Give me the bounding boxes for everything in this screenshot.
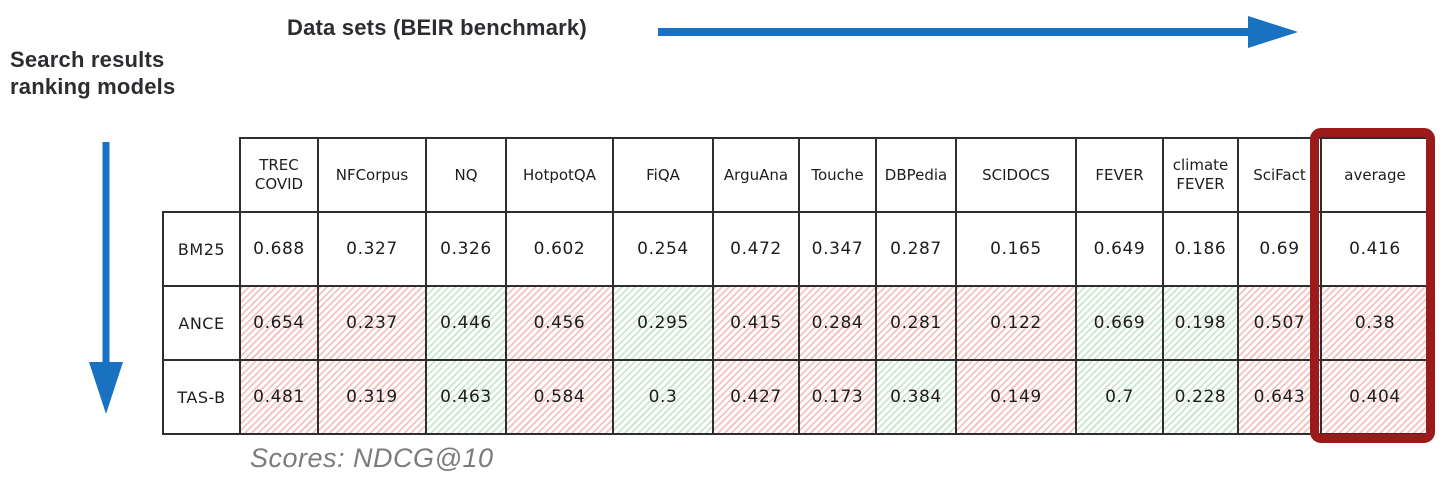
score-cell: 0.481 xyxy=(239,359,319,435)
corner-cell xyxy=(163,138,240,212)
dataset-column-header: NQ xyxy=(425,137,507,213)
score-table-wrap: TREC COVID NFCorpus NQ HotpotQA FiQA ArguAna T… xyxy=(162,137,1430,435)
score-cell: 0.38 xyxy=(1320,285,1430,361)
score-cell: 0.254 xyxy=(612,211,714,287)
table-row: BM25 0.688 0.327 0.326 0.602 0.254 0.472 0.347 0… xyxy=(162,211,1430,287)
models-axis-label: Search results ranking models xyxy=(10,47,176,99)
score-cell: 0.669 xyxy=(1075,285,1164,361)
dataset-column-header: SCIDOCS xyxy=(955,137,1077,213)
score-table: TREC COVID NFCorpus NQ HotpotQA FiQA ArguAna T… xyxy=(162,137,1430,435)
score-cell: 0.602 xyxy=(505,211,614,287)
score-cell: 0.472 xyxy=(712,211,800,287)
score-cell: 0.463 xyxy=(425,359,507,435)
score-cell: 0.287 xyxy=(875,211,957,287)
table-row: ANCE 0.654 0.237 0.446 0.456 0.295 0.415 0.284 0… xyxy=(162,285,1430,361)
dataset-column-header: FiQA xyxy=(612,137,714,213)
score-cell: 0.149 xyxy=(955,359,1077,435)
score-cell: 0.688 xyxy=(239,211,319,287)
score-cell: 0.384 xyxy=(875,359,957,435)
score-cell: 0.326 xyxy=(425,211,507,287)
datasets-axis-label: Data sets (BEIR benchmark) xyxy=(287,15,587,40)
score-cell: 0.165 xyxy=(955,211,1077,287)
score-cell: 0.415 xyxy=(712,285,800,361)
dataset-column-header: NFCorpus xyxy=(317,137,427,213)
dataset-column-header: ArguAna xyxy=(712,137,800,213)
score-cell: 0.327 xyxy=(317,211,427,287)
score-cell: 0.404 xyxy=(1320,359,1430,435)
score-cell: 0.427 xyxy=(712,359,800,435)
model-label: ANCE xyxy=(162,285,241,361)
score-cell: 0.295 xyxy=(612,285,714,361)
dataset-column-header: FEVER xyxy=(1075,137,1164,213)
score-cell: 0.122 xyxy=(955,285,1077,361)
score-cell: 0.3 xyxy=(612,359,714,435)
datasets-arrow-icon xyxy=(658,16,1298,48)
score-cell: 0.319 xyxy=(317,359,427,435)
dataset-column-header: Touche xyxy=(798,137,877,213)
model-label: TAS-B xyxy=(162,359,241,435)
models-arrow-icon xyxy=(89,142,123,414)
scores-caption: Scores: NDCG@10 xyxy=(250,443,494,473)
dataset-column-header: average xyxy=(1320,137,1430,213)
dataset-column-header: DBPedia xyxy=(875,137,957,213)
score-cell: 0.654 xyxy=(239,285,319,361)
score-cell: 0.416 xyxy=(1320,211,1430,287)
score-cell: 0.281 xyxy=(875,285,957,361)
table-row: TAS-B 0.481 0.319 0.463 0.584 0.3 0.427 0.173 0.… xyxy=(162,359,1430,435)
dataset-column-header: HotpotQA xyxy=(505,137,614,213)
score-cell: 0.237 xyxy=(317,285,427,361)
dataset-column-header: SciFact xyxy=(1237,137,1322,213)
score-cell: 0.228 xyxy=(1162,359,1239,435)
score-cell: 0.649 xyxy=(1075,211,1164,287)
dataset-column-header: climate FEVER xyxy=(1162,137,1239,213)
score-cell: 0.347 xyxy=(798,211,877,287)
score-cell: 0.69 xyxy=(1237,211,1322,287)
score-cell: 0.456 xyxy=(505,285,614,361)
score-cell: 0.446 xyxy=(425,285,507,361)
dataset-column-header: TREC COVID xyxy=(239,137,319,213)
model-label: BM25 xyxy=(162,211,241,287)
score-cell: 0.284 xyxy=(798,285,877,361)
score-cell: 0.643 xyxy=(1237,359,1322,435)
score-cell: 0.186 xyxy=(1162,211,1239,287)
header-row: TREC COVID NFCorpus NQ HotpotQA FiQA ArguAna T… xyxy=(163,137,1430,213)
score-cell: 0.7 xyxy=(1075,359,1164,435)
score-cell: 0.198 xyxy=(1162,285,1239,361)
score-cell: 0.507 xyxy=(1237,285,1322,361)
score-cell: 0.584 xyxy=(505,359,614,435)
score-cell: 0.173 xyxy=(798,359,877,435)
